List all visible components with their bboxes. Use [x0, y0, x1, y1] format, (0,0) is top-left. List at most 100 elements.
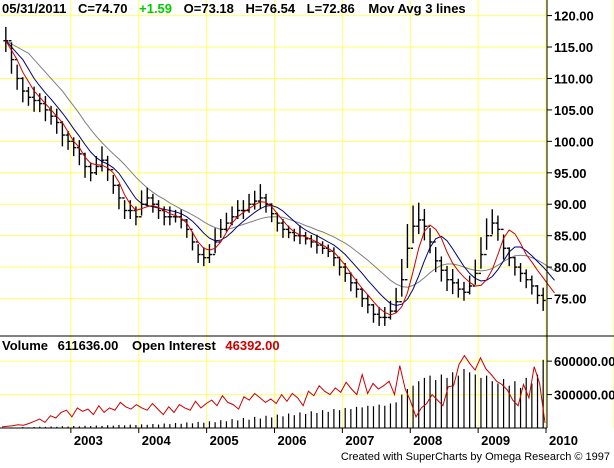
ohlc-bar: [286, 225, 292, 239]
ohlc-bar: [25, 86, 31, 106]
ohlc-bar: [461, 281, 467, 301]
ohlc-bar: [404, 224, 410, 281]
price-tick-label: 75.00: [554, 292, 587, 307]
ohlc-bar: [444, 265, 450, 292]
ohlc-bar: [212, 228, 218, 256]
grid-layer: [0, 0, 614, 428]
volume-axis: 300000.00 600000.00: [546, 336, 614, 428]
volume-plot[interactable]: [1, 354, 546, 428]
price-header: 05/31/2011 C=74.70 +1.59 O=73.18 H=76.54…: [2, 1, 466, 16]
ohlc-bar: [88, 162, 94, 182]
price-tick-label: 85.00: [554, 229, 587, 244]
time-tick-label: 2004: [142, 433, 172, 448]
volume-value: 611636.00: [58, 338, 119, 353]
volume-tick-label: 300000.00: [554, 388, 614, 403]
ohlc-bar: [433, 241, 439, 273]
ohlc-bar: [342, 263, 348, 282]
header-high: H=76.54: [246, 1, 296, 16]
ohlc-bar: [382, 307, 388, 326]
ohlc-bar: [529, 275, 535, 295]
header-open: O=73.18: [184, 1, 234, 16]
ohlc-bar: [139, 190, 145, 218]
price-tick-label: 105.00: [554, 103, 594, 118]
ohlc-bar: [201, 247, 207, 267]
header-date: 05/31/2011: [2, 1, 66, 16]
ohlc-bar: [184, 219, 190, 238]
volume-tick-label: 600000.00: [554, 354, 614, 369]
ohlc-bar: [467, 275, 473, 295]
time-tick-label: 2005: [210, 433, 239, 448]
ohlc-bar: [421, 208, 427, 241]
price-tick-label: 95.00: [554, 166, 587, 181]
ohlc-bar: [354, 278, 360, 298]
ohlc-bar: [8, 40, 14, 74]
ohlc-bar: [122, 197, 128, 220]
time-tick-label: 2007: [345, 433, 374, 448]
ohlc-bar: [65, 130, 71, 150]
ohlc-bar: [370, 303, 376, 323]
ohlc-bar: [150, 193, 156, 213]
ohlc-bar: [518, 263, 524, 282]
ohlc-bar: [99, 146, 105, 172]
time-tick-label: 2010: [549, 433, 578, 448]
price-tick-label: 90.00: [554, 197, 587, 212]
ohlc-bar: [399, 258, 405, 303]
ohlc-bar: [376, 307, 382, 326]
ohlc-bar: [252, 190, 258, 210]
open-interest-value: 46392.00: [225, 338, 279, 353]
price-tick-label: 115.00: [554, 40, 593, 55]
ohlc-bar: [438, 256, 444, 282]
price-tick-label: 80.00: [554, 260, 587, 275]
ohlc-bar: [365, 294, 371, 314]
open-interest-label: Open Interest: [132, 338, 216, 353]
ohlc-bar: [359, 288, 365, 308]
ohlc-bar: [410, 205, 416, 249]
price-tick-label: 120.00: [554, 9, 594, 24]
moving-average-mid: [5, 40, 555, 307]
ohlc-bar: [450, 269, 456, 295]
ohlc-bar: [93, 156, 99, 175]
time-axis: 2003 2004 2005 2006 2007 2008 2009 2010: [0, 427, 578, 448]
ohlc-bar: [20, 77, 26, 103]
header-close: C=74.70: [78, 1, 128, 16]
time-tick-label: 2008: [413, 433, 442, 448]
ohlc-bar: [257, 184, 263, 210]
price-tick-label: 110.00: [554, 71, 593, 86]
ohlc-bar: [535, 285, 541, 304]
ohlc-bar: [478, 237, 484, 275]
ohlc-bar: [291, 228, 297, 242]
ohlc-bar: [495, 215, 501, 241]
ohlc-bar: [280, 219, 286, 238]
ohlc-bar: [455, 278, 461, 298]
ohlc-bar: [393, 287, 399, 314]
ohlc-bar: [116, 184, 122, 210]
ohlc-bar: [512, 256, 518, 276]
time-tick-label: 2006: [278, 433, 307, 448]
ohlc-bar: [110, 168, 116, 194]
ohlc-bar: [206, 244, 212, 264]
footer-credit: Created with SuperCharts by Omega Resear…: [341, 451, 610, 463]
ohlc-bar: [416, 202, 422, 235]
volume-label: Volume: [2, 338, 48, 353]
header-study: Mov Avg 3 lines: [368, 1, 465, 16]
ohlc-bar: [540, 287, 546, 311]
header-low: L=72.86: [307, 1, 355, 16]
price-plot[interactable]: [3, 26, 555, 326]
volume-header: Volume 611636.00 Open Interest 46392.00: [2, 338, 280, 353]
time-tick-label: 2009: [481, 433, 510, 448]
open-interest-line: [1, 354, 546, 428]
ohlc-bar: [167, 206, 173, 226]
header-change: +1.59: [139, 1, 172, 16]
time-tick-label: 2003: [74, 433, 103, 448]
ohlc-bar: [37, 93, 43, 113]
ohlc-bar: [144, 187, 150, 207]
ohlc-bar: [506, 247, 512, 267]
ohlc-bar: [523, 269, 529, 289]
ohlc-bar: [489, 209, 495, 237]
ohlc-bar: [484, 218, 490, 256]
price-tick-label: 100.00: [554, 134, 594, 149]
ohlc-bar: [223, 212, 229, 232]
